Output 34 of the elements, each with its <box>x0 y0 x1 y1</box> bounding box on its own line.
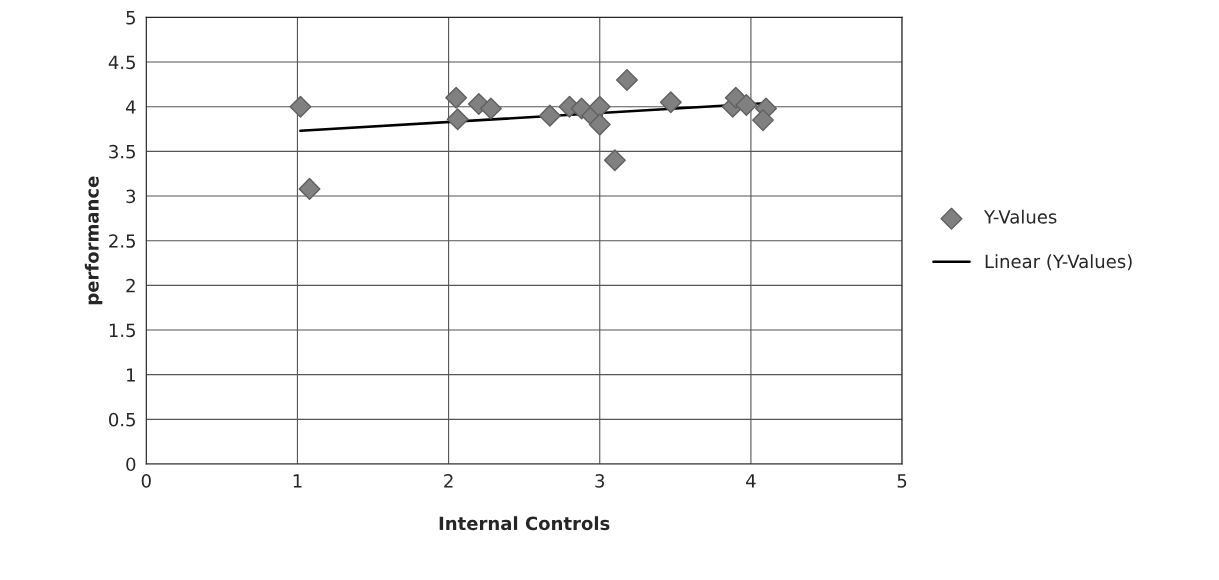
y-tick-label: 0.5 <box>109 412 135 427</box>
point <box>603 149 626 172</box>
y-tick-label: 1 <box>127 368 135 382</box>
legend-label: Y-Values <box>983 209 1057 224</box>
x-tick-label: 1 <box>293 474 302 488</box>
x-axis-title: Internal Controls <box>439 516 610 531</box>
point <box>615 68 638 91</box>
point <box>735 93 758 116</box>
y-tick-label: 3.5 <box>109 144 135 159</box>
y-tick-label: 5 <box>126 11 135 25</box>
legend-label: Linear (Y-Values) <box>985 254 1132 271</box>
y-tick-label: 1.5 <box>109 323 135 338</box>
y-tick-label: 3 <box>126 189 136 204</box>
y-tick-label: 4 <box>125 100 136 114</box>
y-tick-label: 4.5 <box>108 55 135 70</box>
point <box>588 95 611 118</box>
y-tick-label: 2 <box>126 278 135 293</box>
y-axis-title: performance <box>84 176 103 305</box>
x-tick-label: 4 <box>746 474 756 488</box>
point <box>538 104 561 127</box>
point <box>298 177 321 200</box>
point <box>289 95 312 118</box>
point <box>659 91 682 114</box>
point <box>588 113 611 136</box>
x-tick-label: 2 <box>444 474 453 488</box>
point <box>445 86 468 109</box>
y-tick-label: 2.5 <box>109 234 135 248</box>
y-tick-label: 0 <box>126 457 136 472</box>
point <box>752 109 774 132</box>
x-tick-label: 0 <box>141 474 151 488</box>
point <box>446 108 469 131</box>
x-tick-label: 3 <box>595 474 605 488</box>
x-tick-label: 5 <box>897 474 907 488</box>
point <box>479 97 502 120</box>
